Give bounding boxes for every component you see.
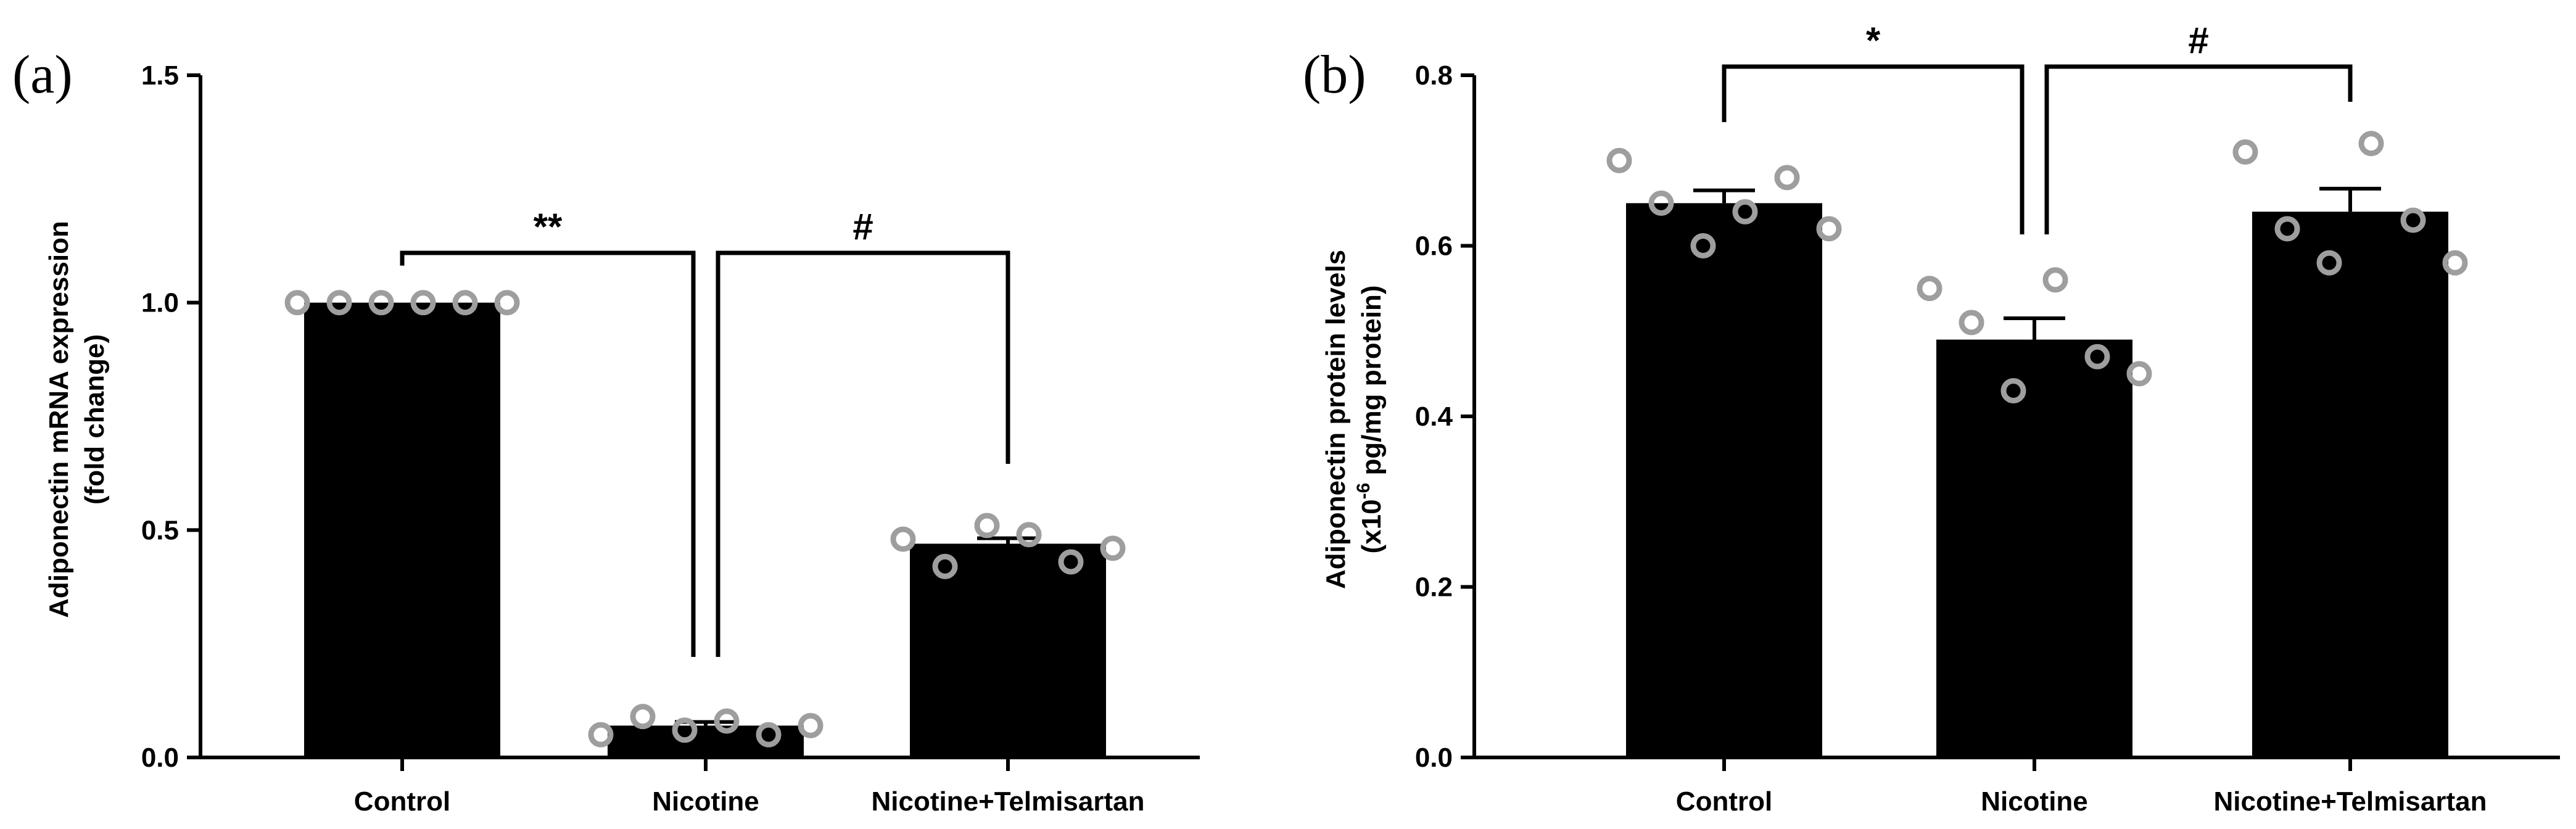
data-point: [2000, 378, 2026, 404]
panel-a-chart: (a) Adiponectin mRNA expression (fold ch…: [12, 45, 1200, 817]
panel-b-bars: [1626, 203, 2448, 757]
panel-b-points: [1606, 131, 2468, 404]
category-label: Nicotine+Telmisartan: [872, 786, 1145, 817]
data-point: [410, 290, 436, 316]
category-label: Nicotine+Telmisartan: [2214, 786, 2487, 817]
significance-label: *: [1866, 20, 1881, 61]
panel-a-category-labels: Control Nicotine Nicotine+Telmisartan: [354, 757, 1145, 817]
y-tick-label: 0.8: [1415, 60, 1453, 91]
panel-a-ylabel-line2: (fold change): [80, 334, 110, 505]
significance-label: #: [852, 206, 873, 247]
data-point: [452, 290, 478, 316]
data-point: [932, 553, 958, 579]
panel-b-chart: (b) Adiponectin protein levels (x10-6 pg…: [1303, 20, 2560, 817]
significance-bracket: [716, 250, 1010, 657]
category-label: Control: [1676, 786, 1772, 817]
data-point: [1959, 310, 1984, 336]
data-point: [798, 712, 824, 738]
data-point: [284, 290, 310, 316]
data-point: [2316, 250, 2342, 276]
data-point: [672, 717, 698, 743]
panel-b-ylabel-superscript: -6: [1353, 483, 1374, 500]
y-tick-label: 1.0: [141, 288, 179, 318]
panel-b-ylabel-line1: Adiponectin protein levels: [1321, 250, 1351, 589]
data-point: [756, 722, 782, 748]
panel-a-label: (a): [12, 45, 73, 105]
data-point: [1816, 216, 1842, 242]
data-point: [2126, 361, 2152, 387]
y-tick-label: 0.0: [141, 743, 179, 773]
significance-bracket: [400, 250, 696, 657]
panel-a-points: [284, 290, 1126, 748]
significance-bracket: [1722, 64, 2025, 234]
y-tick-label: 0.2: [1415, 572, 1453, 603]
panel-b-ylabel-prefix: (x10: [1356, 499, 1387, 553]
panel-b-ylabel-line2: (x10-6 pg/mg protein): [1353, 286, 1387, 554]
bar-nicotine-telmisartan: [910, 543, 1106, 757]
data-point: [2442, 250, 2468, 276]
bar-control: [304, 302, 500, 758]
data-point: [2400, 207, 2426, 233]
panel-b-y-ticks: 0.0 0.2 0.4 0.6 0.8: [1415, 60, 1474, 773]
y-tick-label: 0.5: [141, 515, 179, 545]
data-point: [1774, 165, 1800, 191]
data-point: [974, 513, 1000, 538]
data-point: [714, 708, 740, 734]
data-point: [1732, 199, 1758, 225]
data-point: [494, 290, 520, 316]
y-tick-label: 0.6: [1415, 231, 1453, 262]
y-tick-label: 0.4: [1415, 402, 1453, 432]
data-point: [1917, 276, 1942, 302]
data-point: [326, 290, 352, 316]
data-point: [1606, 147, 1632, 173]
data-point: [368, 290, 394, 316]
data-point: [2084, 344, 2110, 369]
data-point: [1016, 522, 1042, 548]
data-point: [1100, 535, 1126, 561]
data-point: [1648, 190, 1674, 216]
significance-label: **: [534, 206, 563, 247]
category-label: Control: [354, 786, 450, 817]
data-point: [890, 526, 916, 552]
panel-b-label: (b): [1303, 45, 1366, 105]
data-point: [588, 722, 614, 748]
y-tick-label: 1.5: [141, 60, 179, 91]
bar-control: [1626, 203, 1822, 757]
data-point: [630, 704, 656, 730]
panel-b-error-bars: [1693, 186, 2381, 340]
significance-bracket: [2044, 64, 2353, 234]
panel-b-category-labels: Control Nicotine Nicotine+Telmisartan: [1676, 757, 2487, 817]
data-point: [2274, 216, 2300, 242]
panel-b-ylabel-suffix: pg/mg protein): [1356, 286, 1387, 483]
data-point: [2232, 139, 2258, 165]
category-label: Nicotine: [1981, 786, 2088, 817]
data-point: [1058, 549, 1084, 575]
data-point: [1690, 233, 1716, 258]
data-point: [2042, 267, 2068, 293]
bar-nicotine-telmisartan: [2252, 212, 2448, 757]
panel-a-ylabel-line1: Adiponectin mRNA expression: [44, 221, 74, 618]
panel-a-significance: ** #: [400, 206, 1010, 657]
bar-nicotine: [1936, 339, 2132, 757]
panel-a-y-ticks: 0.0 0.5 1.0 1.5: [141, 60, 200, 773]
panel-a-bars: [304, 302, 1106, 758]
y-tick-label: 0.0: [1415, 743, 1453, 773]
category-label: Nicotine: [652, 786, 759, 817]
significance-label: #: [2188, 20, 2208, 61]
data-point: [2358, 131, 2384, 157]
panel-b-significance: * #: [1722, 20, 2353, 234]
